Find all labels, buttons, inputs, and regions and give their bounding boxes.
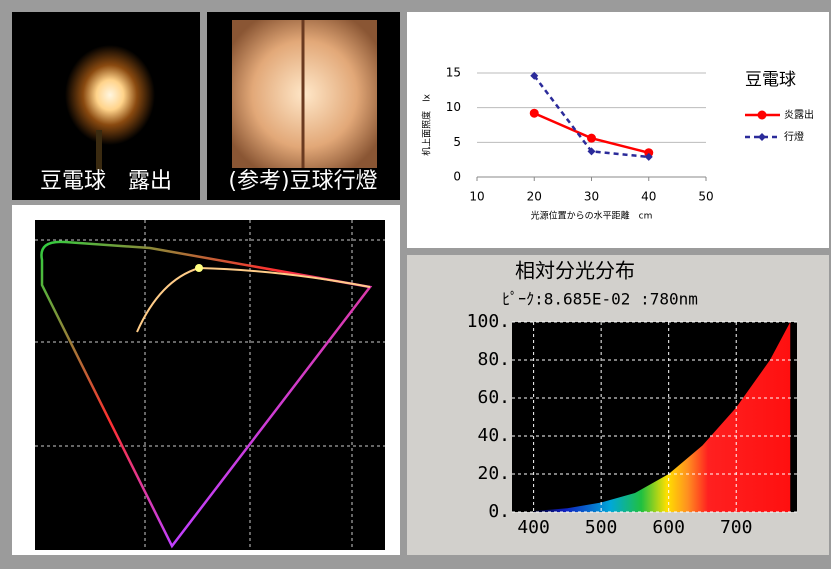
legend-title: 豆電球: [745, 70, 796, 90]
bulb-glow: [65, 45, 155, 145]
page: {"photos": [{"caption": "豆電球 露出"}, {"cap…: [0, 0, 831, 565]
x-tick-label: 400: [517, 517, 550, 538]
y-tick-label: 60.: [477, 387, 510, 408]
y-tick-label: 15: [446, 66, 461, 80]
legend-label: 行燈: [784, 130, 804, 143]
x-tick-label: 500: [585, 517, 618, 538]
x-tick-label: 700: [720, 517, 753, 538]
bulb-stand: [96, 130, 102, 170]
y-tick-label: 0.: [488, 501, 510, 522]
y-tick-label: 20.: [477, 463, 510, 484]
y-tick-label: 10: [446, 100, 461, 114]
x-tick-label: 30: [584, 190, 599, 204]
y-tick-label: 80.: [477, 349, 510, 370]
photo-caption: (参考)豆球行燈: [228, 169, 377, 194]
composite: 豆電球 露出 (参考)豆球行燈 0 5 10 15 10 20 30 40 50 光源位置からの水…: [0, 0, 831, 565]
photo-caption: 豆電球 露出: [40, 169, 172, 194]
data-point: [530, 109, 539, 118]
x-tick-label: 50: [698, 190, 713, 204]
y-tick-label: 5: [453, 135, 461, 149]
data-point: [758, 111, 767, 120]
chart-subtitle: ﾋﾟｰｸ:8.685E-02 :780nm: [502, 290, 698, 309]
x-tick-label: 10: [469, 190, 484, 204]
cie-plot: [35, 220, 385, 550]
y-axis-label: 机上面照度 lx: [421, 93, 433, 156]
y-tick-label: 100.: [467, 311, 510, 332]
x-axis-label: 光源位置からの水平距離 cm: [531, 210, 653, 222]
y-tick-label: 40.: [477, 425, 510, 446]
x-tick-label: 600: [652, 517, 685, 538]
legend-label: 炎露出: [784, 108, 814, 121]
x-tick-label: 20: [527, 190, 542, 204]
y-tick-label: 0: [453, 170, 461, 184]
x-tick-label: 40: [641, 190, 656, 204]
chart-title: 相対分光分布: [515, 259, 635, 283]
cie-point: [195, 264, 203, 272]
data-point: [587, 134, 596, 143]
